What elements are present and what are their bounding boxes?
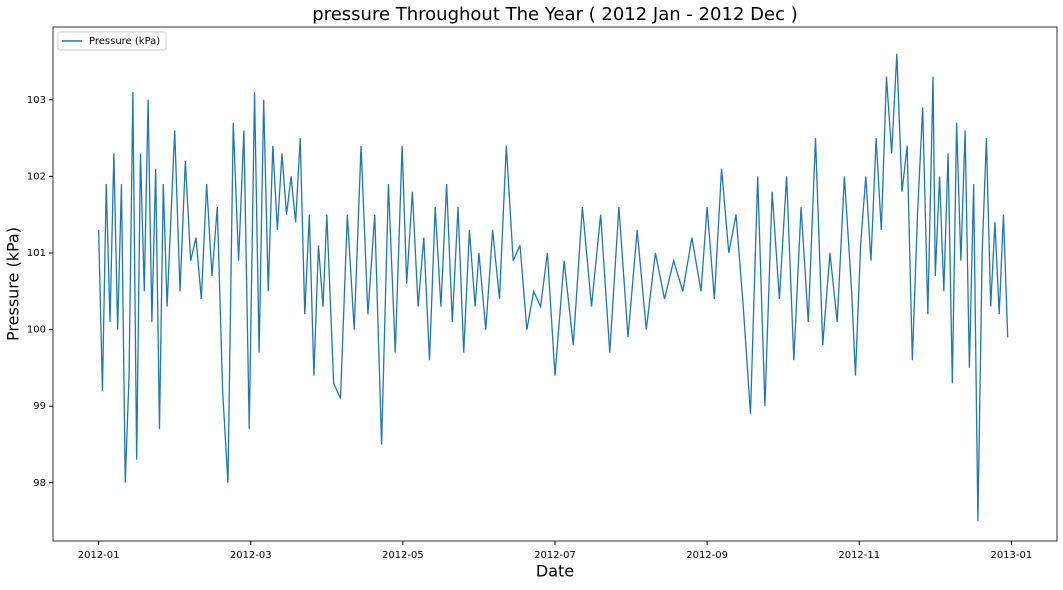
y-tick-label: 99 [33,401,46,412]
x-tick-label: 2012-05 [382,550,424,561]
y-tick-label: 103 [27,95,46,106]
x-tick-label: 2013-01 [990,550,1032,561]
x-tick-label: 2012-07 [534,550,576,561]
plot-frame [52,26,1058,542]
x-tick-label: 2012-11 [838,550,880,561]
x-axis-label: Date [536,562,574,581]
legend-label: Pressure (kPa) [89,36,160,47]
y-tick-label: 100 [27,325,46,336]
legend-box [57,31,167,51]
y-axis-label: Pressure (kPa) [4,227,23,341]
y-tick-label: 101 [27,248,46,259]
y-tick-label: 98 [33,478,46,489]
x-tick-label: 2012-01 [78,550,120,561]
y-tick-label: 102 [27,171,46,182]
series-line [97,53,1009,522]
chart-title: pressure Throughout The Year ( 2012 Jan … [312,4,797,25]
x-tick-label: 2012-03 [230,550,272,561]
x-tick-label: 2012-09 [686,550,728,561]
